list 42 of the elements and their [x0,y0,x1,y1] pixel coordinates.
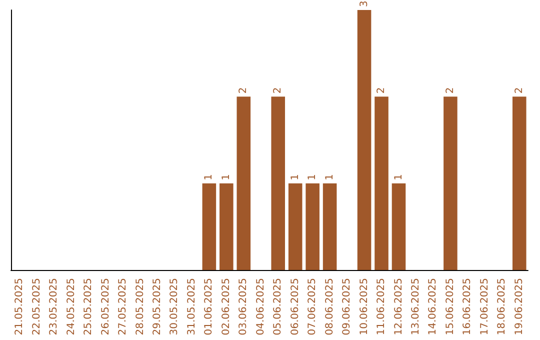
x-tick-label: 08.06.2025 [324,278,336,336]
x-tick-label: 14.06.2025 [428,278,439,336]
x-tick-label: 13.06.2025 [410,278,422,336]
x-tick-label: 02.06.2025 [220,278,232,336]
x-tick-label: 23.05.2025 [48,278,60,336]
data-label: 2 [272,87,284,94]
x-tick-label: 22.05.2025 [31,278,42,336]
data-label: 2 [444,87,456,94]
x-tick-label: 30.05.2025 [169,278,180,336]
x-tick-label: 10.06.2025 [358,278,370,336]
x-tick-label: 12.06.2025 [393,278,404,336]
data-label: 1 [307,174,318,180]
x-tick-label: 25.05.2025 [83,278,94,336]
x-tick-label: 28.05.2025 [134,278,146,336]
x-tick-label: 29.05.2025 [152,278,163,336]
x-tick-label: 01.06.2025 [204,278,215,336]
data-label: 1 [393,174,404,180]
data-label: 2 [238,87,250,94]
data-label: 1 [204,174,215,180]
data-label: 1 [324,174,336,180]
data-label: 2 [376,87,388,94]
data-label: 1 [290,174,301,180]
x-tick-label: 15.06.2025 [444,278,456,336]
x-tick-label: 31.05.2025 [186,278,198,336]
x-tick-label: 17.06.2025 [479,278,490,336]
data-label: 1 [220,174,232,180]
data-label: 3 [358,0,370,7]
x-tick-label: 26.05.2025 [100,278,112,336]
x-tick-label: 09.06.2025 [342,278,353,336]
x-tick-label: 06.06.2025 [290,278,301,336]
x-tick-label: 19.06.2025 [514,278,525,336]
x-tick-label: 03.06.2025 [238,278,250,336]
x-tick-label: 05.06.2025 [272,278,284,336]
x-tick-label: 11.06.2025 [376,278,388,336]
data-label: 2 [514,87,525,94]
x-tick-label: 18.06.2025 [496,278,508,336]
x-tick-label: 24.05.2025 [66,278,77,336]
x-tick-label: 16.06.2025 [462,278,474,336]
x-tick-label: 27.05.2025 [118,278,129,336]
x-tick-label: 07.06.2025 [307,278,318,336]
x-tick-label: 04.06.2025 [255,278,266,336]
x-tick-label: 21.05.2025 [14,278,26,336]
